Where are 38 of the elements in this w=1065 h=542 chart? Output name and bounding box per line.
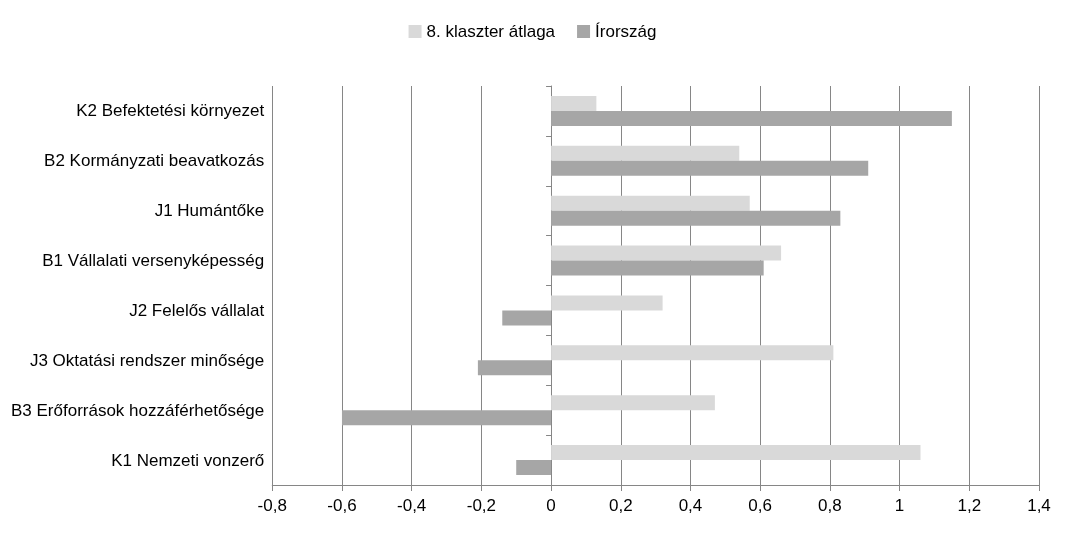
bar <box>551 110 952 126</box>
bar <box>341 410 552 426</box>
bar <box>551 345 834 361</box>
legend-label: Írország <box>595 22 657 41</box>
x-tick-label: 0 <box>546 496 556 515</box>
x-tick-label: -0,2 <box>466 496 497 515</box>
x-tick-label: 0,2 <box>608 496 633 515</box>
x-tick-label: -0,4 <box>397 496 427 515</box>
bar <box>551 445 921 461</box>
x-tick-label: 0,8 <box>818 496 842 515</box>
bar <box>551 295 663 311</box>
y-tick-label: K2 Befektetési környezet <box>76 101 265 121</box>
bar <box>551 195 750 211</box>
y-tick-label: B3 Erőforrások hozzáférhetősége <box>10 400 265 420</box>
bar <box>516 460 552 476</box>
bar <box>502 310 552 326</box>
x-tick-label: 1,4 <box>1027 496 1051 515</box>
x-tick-label: 0,6 <box>748 496 772 515</box>
bar <box>477 360 552 376</box>
y-tick-label: J1 Humántőke <box>154 201 265 221</box>
bar <box>551 95 597 111</box>
y-tick-label: B2 Kormányzati beavatkozás <box>44 151 265 171</box>
legend-label: 8. klaszter átlaga <box>426 22 556 41</box>
x-tick-label: 1 <box>894 496 905 515</box>
bar <box>551 395 715 411</box>
y-tick-label: J2 Felelős vállalat <box>129 300 265 320</box>
bar <box>551 245 782 261</box>
bar <box>551 160 869 176</box>
bar <box>551 210 841 226</box>
x-tick-label: 0,4 <box>678 496 703 515</box>
x-tick-label: -0,8 <box>257 496 287 515</box>
y-tick-label: K1 Nemzeti vonzerő <box>111 450 265 470</box>
bar <box>551 260 764 276</box>
bar <box>551 145 740 161</box>
y-tick-label: J3 Oktatási rendszer minősége <box>29 350 265 370</box>
x-tick-label: -0,6 <box>327 496 357 515</box>
x-tick-label: 1,2 <box>957 496 982 515</box>
y-tick-label: B1 Vállalati versenyképesség <box>42 251 265 271</box>
